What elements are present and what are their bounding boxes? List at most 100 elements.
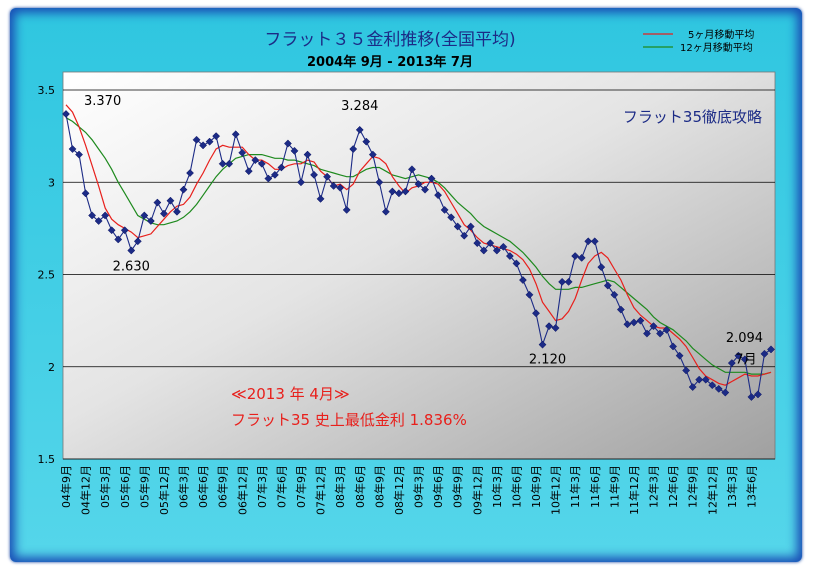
x-tick-label: 04年9月 <box>59 465 73 508</box>
rate-marker <box>753 390 762 399</box>
annotation-record-low: フラット35 史上最低金利 1.836% <box>231 411 467 429</box>
rate-marker <box>545 322 554 331</box>
annotation-date: ≪2013 年 4月≫ <box>231 385 350 403</box>
rate-marker <box>675 351 684 360</box>
rate-marker <box>479 246 488 255</box>
rate-marker <box>290 146 299 155</box>
rate-marker <box>408 165 416 174</box>
rate-marker <box>492 246 501 255</box>
rate-marker <box>505 252 514 261</box>
rate-marker <box>682 366 691 375</box>
x-tick-label: 07年3月 <box>255 465 269 508</box>
rate-marker <box>427 174 436 183</box>
rate-marker <box>421 185 429 194</box>
rate-marker <box>349 145 358 153</box>
y-tick-label: 2 <box>48 361 55 374</box>
rate-marker <box>564 277 573 286</box>
rate-marker <box>159 209 168 218</box>
rate-marker <box>146 217 155 225</box>
rate-marker <box>656 329 664 338</box>
x-tick-label: 12年3月 <box>647 465 661 508</box>
rate-marker <box>610 290 619 299</box>
rate-marker <box>264 174 273 183</box>
rate-marker <box>101 211 110 220</box>
plot-area <box>62 71 776 460</box>
rate-marker <box>257 159 266 168</box>
rate-marker <box>310 170 319 179</box>
series-line-ma12 <box>65 117 772 375</box>
x-tick-label: 06年6月 <box>196 465 210 508</box>
x-tick-label: 08年3月 <box>333 465 347 508</box>
legend-label-ma12: 12ヶ月移動平均 <box>680 41 753 54</box>
x-tick-label: 08年12月 <box>392 465 406 515</box>
rate-marker <box>747 393 756 401</box>
rate-marker <box>127 246 136 255</box>
data-label: 2.094 <box>726 331 763 346</box>
x-tick-label: 12年12月 <box>705 465 719 515</box>
rate-marker <box>355 125 364 134</box>
rate-marker <box>643 329 651 338</box>
rate-marker <box>270 170 279 179</box>
x-tick-label: 07年6月 <box>274 465 288 508</box>
x-tick-label: 10年9月 <box>529 465 543 508</box>
x-tick-label: 08年6月 <box>353 465 367 508</box>
rate-marker <box>375 178 384 187</box>
rate-marker <box>173 207 181 216</box>
rate-marker <box>179 185 188 194</box>
rate-marker <box>114 235 123 244</box>
rate-marker <box>381 207 390 216</box>
rate-marker <box>499 242 508 251</box>
rate-marker <box>714 384 723 393</box>
x-tick-label: 10年12月 <box>549 465 563 515</box>
x-tick-label: 05年3月 <box>98 465 112 508</box>
data-label: 2.630 <box>113 260 150 275</box>
rate-marker <box>649 322 658 331</box>
rate-marker <box>297 178 305 187</box>
x-tick-label: 06年3月 <box>177 465 191 508</box>
rate-marker <box>434 191 443 200</box>
x-tick-label: 09年3月 <box>412 465 426 508</box>
x-axis: 04年9月 04年12月 05年3月 05年6月 05年9月 05年12月 06年3月 06年… <box>59 465 758 515</box>
x-tick-label: 06年9月 <box>216 465 230 508</box>
x-tick-label: 11年3月 <box>568 465 582 508</box>
rate-marker <box>166 196 175 205</box>
rate-marker <box>551 324 560 332</box>
y-tick-label: 1.5 <box>38 453 56 466</box>
rate-marker <box>532 309 540 318</box>
rate-marker <box>734 351 743 360</box>
data-label: 3.284 <box>341 99 378 114</box>
x-tick-label: 13年3月 <box>725 465 739 508</box>
rate-marker <box>68 145 77 153</box>
rate-marker <box>440 205 449 214</box>
rate-marker <box>88 211 97 220</box>
point-labels: 3.370 2.630 3.284 2.120 7月 2.094 <box>84 94 763 368</box>
markers-layer <box>62 110 775 401</box>
x-tick-label: 09年6月 <box>431 465 445 508</box>
rate-marker <box>186 169 194 177</box>
x-tick-label: 07年12月 <box>314 465 328 515</box>
rate-marker <box>388 187 397 196</box>
x-tick-label: 05年6月 <box>118 465 132 508</box>
rate-marker <box>401 187 410 196</box>
rate-marker <box>303 150 312 159</box>
rate-marker <box>590 237 599 246</box>
x-tick-label: 11年9月 <box>607 465 621 508</box>
y-axis: 1.5 2 2.5 3 3.5 <box>38 84 56 466</box>
rate-marker <box>636 316 645 325</box>
rate-marker <box>708 381 717 390</box>
rate-marker <box>525 290 534 299</box>
chart-subtitle: 2004年 9月 - 2013年 7月 <box>307 54 473 70</box>
rate-marker <box>460 231 469 240</box>
rate-marker <box>153 198 162 207</box>
x-tick-label: 11年6月 <box>588 465 602 508</box>
rate-marker <box>727 359 736 368</box>
rate-marker <box>140 211 149 220</box>
rate-marker <box>225 159 234 168</box>
rate-marker <box>368 150 377 159</box>
x-tick-label: 10年6月 <box>509 465 523 508</box>
x-tick-label: 12年9月 <box>686 465 700 508</box>
chart-title: フラット３５金利推移(全国平均) <box>264 30 515 50</box>
x-tick-label: 11年12月 <box>627 465 641 515</box>
rate-marker <box>218 159 227 168</box>
data-label: 2.120 <box>529 353 566 368</box>
